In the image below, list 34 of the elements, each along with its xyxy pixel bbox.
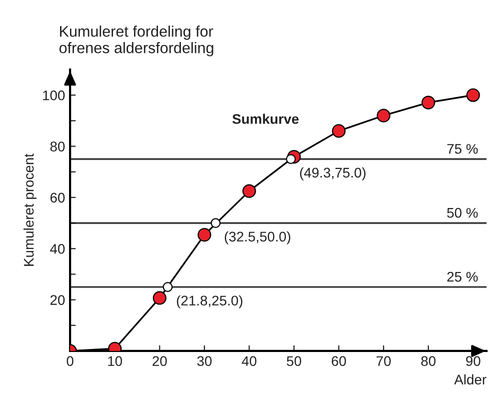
point bbox=[422, 96, 436, 110]
y-tick-label: 40 bbox=[50, 244, 65, 254]
point bbox=[210, 218, 221, 228]
annotation: (49.3,75.0) bbox=[300, 167, 366, 180]
annotation: Sumkurve bbox=[232, 114, 299, 124]
annotation: (21.8,25.0) bbox=[176, 295, 242, 308]
y-tick-label: 100 bbox=[43, 90, 65, 100]
x-tick-label: 10 bbox=[108, 356, 122, 366]
ref-line-label: 50 % bbox=[447, 208, 478, 218]
x-tick-label: 0 bbox=[66, 356, 74, 366]
y-tick-label: 60 bbox=[50, 192, 65, 203]
point bbox=[332, 124, 346, 138]
x-tick-label: 40 bbox=[242, 356, 256, 366]
y-tick-label: 80 bbox=[50, 142, 65, 152]
x-tick-label: 70 bbox=[376, 356, 391, 366]
x-tick-label: 60 bbox=[332, 356, 346, 366]
x-tick-label: 50 bbox=[286, 356, 302, 366]
ref-line-label: 75 % bbox=[447, 144, 478, 154]
y-tick-label: 20 bbox=[50, 295, 65, 305]
x-tick-label: 90 bbox=[466, 356, 480, 366]
point bbox=[152, 291, 166, 305]
point bbox=[242, 184, 256, 198]
x-axis-title: Alder bbox=[454, 374, 486, 385]
point bbox=[466, 88, 480, 102]
chart-title: Kumuleret fordeling for ofrenes aldersfordeling bbox=[59, 26, 214, 56]
y-axis-title: Kumuleret procent bbox=[24, 154, 36, 266]
point bbox=[162, 282, 173, 292]
x-tick-label: 20 bbox=[152, 356, 167, 366]
point bbox=[376, 108, 390, 122]
x-tick-label: 80 bbox=[421, 356, 436, 366]
annotation: (32.5,50.0) bbox=[224, 231, 290, 244]
x-tick-label: 30 bbox=[197, 356, 212, 366]
ref-line-label: 25 % bbox=[447, 272, 478, 282]
point bbox=[198, 228, 212, 242]
